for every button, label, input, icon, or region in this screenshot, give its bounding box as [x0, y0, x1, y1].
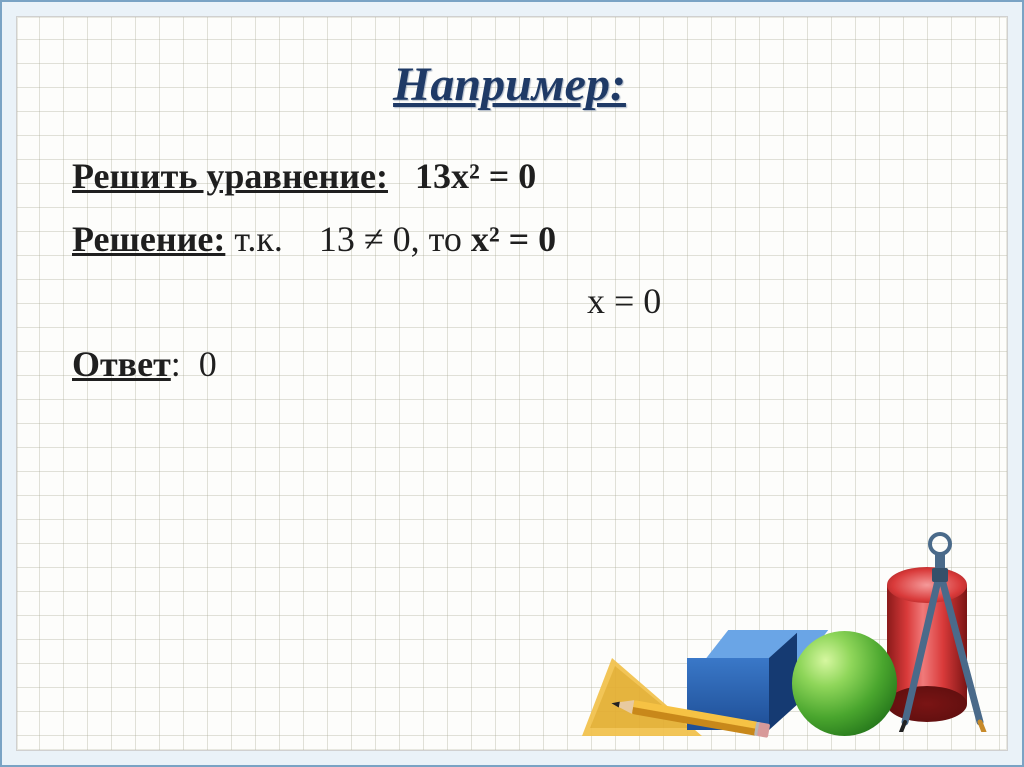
slide-inner-frame: Например: Решить уравнение: 13х² = 0 Реш…	[16, 16, 1008, 751]
solution-equation: х² = 0	[471, 219, 556, 259]
step-equation: х = 0	[587, 281, 661, 321]
slide-title: Например:	[72, 57, 947, 112]
line-problem: Решить уравнение: 13х² = 0	[72, 152, 947, 201]
protractor-triangle-icon	[582, 658, 702, 736]
solution-text: т.к. 13 ≠ 0, то	[225, 219, 471, 259]
math-props-cluster	[627, 490, 1007, 750]
line-step: х = 0	[72, 277, 947, 326]
solution-label: Решение:	[72, 219, 225, 259]
answer-value: : 0	[171, 344, 217, 384]
problem-label: Решить уравнение:	[72, 156, 388, 196]
line-answer: Ответ: 0	[72, 340, 947, 389]
problem-equation: 13х² = 0	[388, 156, 536, 196]
sphere-icon	[792, 631, 897, 736]
compass-icon	[885, 522, 995, 732]
line-solution: Решение: т.к. 13 ≠ 0, то х² = 0	[72, 215, 947, 264]
slide-outer-frame: Например: Решить уравнение: 13х² = 0 Реш…	[0, 0, 1024, 767]
answer-label: Ответ	[72, 344, 171, 384]
